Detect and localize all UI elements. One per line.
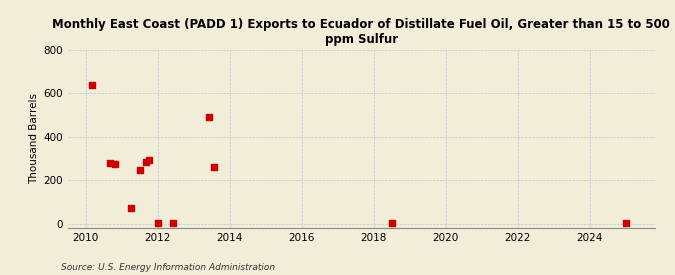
Text: Source: U.S. Energy Information Administration: Source: U.S. Energy Information Administ… — [61, 263, 275, 272]
Y-axis label: Thousand Barrels: Thousand Barrels — [29, 94, 39, 184]
Point — [203, 115, 214, 119]
Point — [86, 83, 97, 88]
Point — [209, 165, 220, 169]
Point — [152, 221, 163, 225]
Point — [104, 161, 115, 165]
Point — [110, 162, 121, 166]
Point — [167, 221, 178, 225]
Point — [143, 157, 154, 162]
Title: Monthly East Coast (PADD 1) Exports to Ecuador of Distillate Fuel Oil, Greater t: Monthly East Coast (PADD 1) Exports to E… — [52, 18, 670, 46]
Point — [620, 221, 631, 225]
Point — [140, 160, 151, 164]
Point — [386, 221, 397, 225]
Point — [125, 205, 136, 210]
Point — [134, 168, 145, 173]
